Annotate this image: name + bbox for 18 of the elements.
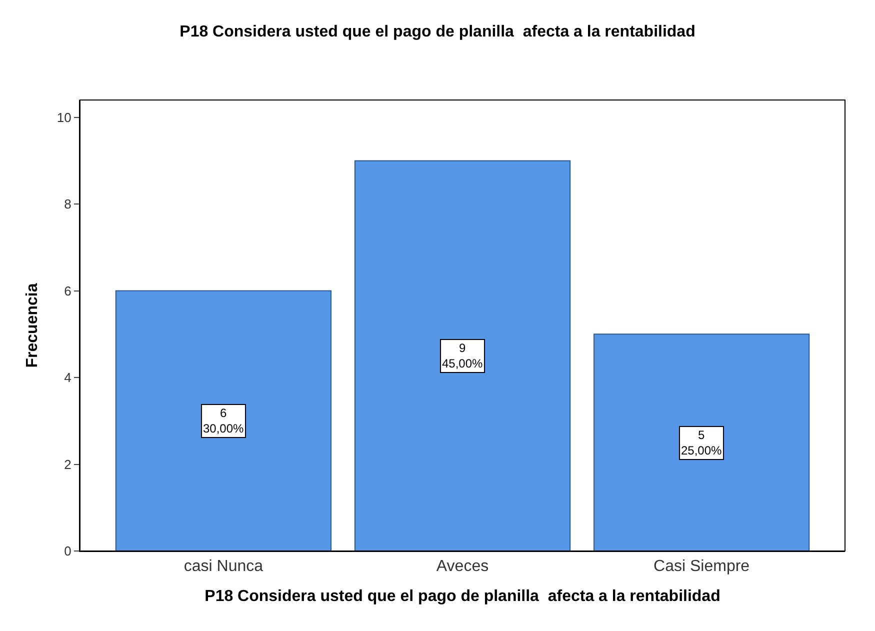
- bar: [354, 160, 571, 551]
- data-label: 9 45,00%: [442, 341, 484, 371]
- data-label: 5 25,00%: [681, 428, 722, 458]
- x-tick-label: Casi Siempre: [654, 558, 750, 576]
- y-tick-label: 0: [64, 544, 72, 559]
- y-tick-label: 6: [64, 283, 72, 298]
- bar: [115, 290, 332, 551]
- y-axis-title: Frecuencia: [24, 283, 41, 368]
- y-tick-label: 2: [64, 456, 72, 472]
- x-tick-label: casi Nunca: [184, 558, 264, 576]
- y-tick-label: 8: [64, 196, 72, 212]
- chart-title: P18 Considera usted que el pago de planilla afecta a la rentabilidad: [180, 23, 696, 40]
- data-label: 6 30,00%: [203, 406, 244, 436]
- x-axis-title: P18 Considera usted que el pago de planilla afecta a la rentabilidad: [204, 588, 720, 605]
- y-tick-label: 10: [56, 110, 72, 125]
- y-tick-label: 4: [64, 370, 72, 386]
- bar: [593, 334, 810, 551]
- x-tick-label: Aveces: [436, 558, 489, 576]
